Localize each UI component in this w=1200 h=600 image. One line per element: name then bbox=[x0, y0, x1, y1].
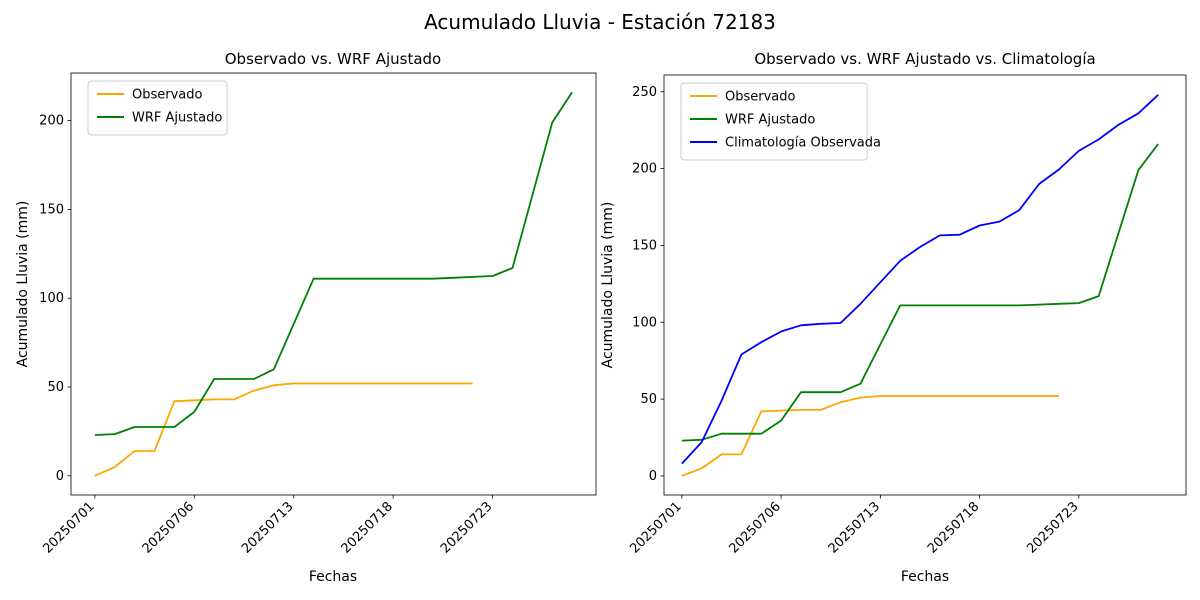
right-subplot-title: Observado vs. WRF Ajustado vs. Climatolo… bbox=[754, 50, 1095, 68]
x-tick-label: 20250723 bbox=[438, 499, 495, 556]
plot-frame bbox=[663, 74, 1187, 496]
y-tick-label: 200 bbox=[39, 114, 64, 129]
right-subplot: Observado vs. WRF Ajustado vs. Climatolo… bbox=[600, 50, 1187, 585]
series-line-climatología-observada bbox=[681, 94, 1159, 465]
left-y-axis-label: Acumulado Lluvia (mm) bbox=[15, 201, 31, 368]
series-line-wrf-ajustado bbox=[681, 143, 1159, 442]
y-tick-label: 100 bbox=[632, 315, 657, 330]
series-line-observado bbox=[94, 382, 473, 477]
right-y-axis-label: Acumulado Lluvia (mm) bbox=[600, 202, 616, 369]
y-tick-label: 50 bbox=[640, 392, 657, 407]
y-tick-label: 50 bbox=[47, 380, 64, 395]
y-tick-label: 0 bbox=[649, 469, 657, 484]
y-tick-label: 100 bbox=[39, 291, 64, 306]
x-tick-label: 20250713 bbox=[239, 499, 296, 556]
right-x-axis-label: Fechas bbox=[901, 569, 949, 585]
legend-label: Observado bbox=[132, 88, 203, 103]
series-line-wrf-ajustado bbox=[94, 91, 573, 436]
x-tick-label: 20250706 bbox=[140, 499, 197, 556]
x-tick-label: 20250706 bbox=[727, 499, 784, 556]
series-line-observado bbox=[681, 395, 1059, 477]
figure-title: Acumulado Lluvia - Estación 72183 bbox=[424, 10, 776, 34]
legend-label: Observado bbox=[725, 90, 796, 105]
x-tick-label: 20250701 bbox=[40, 499, 97, 556]
legend-label: WRF Ajustado bbox=[132, 111, 222, 126]
left-subplot-title: Observado vs. WRF Ajustado bbox=[225, 50, 441, 68]
x-tick-label: 20250701 bbox=[627, 499, 684, 556]
y-tick-label: 0 bbox=[56, 469, 64, 484]
left-x-axis-label: Fechas bbox=[309, 569, 357, 585]
y-tick-label: 150 bbox=[632, 238, 657, 253]
legend-label: WRF Ajustado bbox=[725, 113, 815, 128]
x-tick-label: 20250718 bbox=[925, 499, 982, 556]
y-tick-label: 200 bbox=[632, 162, 657, 177]
legend-box bbox=[680, 82, 868, 161]
x-tick-label: 20250713 bbox=[826, 499, 883, 556]
y-tick-label: 150 bbox=[39, 202, 64, 217]
plot-frame bbox=[70, 72, 597, 496]
x-tick-label: 20250723 bbox=[1024, 499, 1081, 556]
left-subplot: Observado vs. WRF Ajustado Acumulado Llu… bbox=[15, 50, 597, 585]
legend-label: Climatología Observada bbox=[725, 136, 881, 151]
y-tick-label: 250 bbox=[632, 85, 657, 100]
x-tick-label: 20250718 bbox=[339, 499, 396, 556]
